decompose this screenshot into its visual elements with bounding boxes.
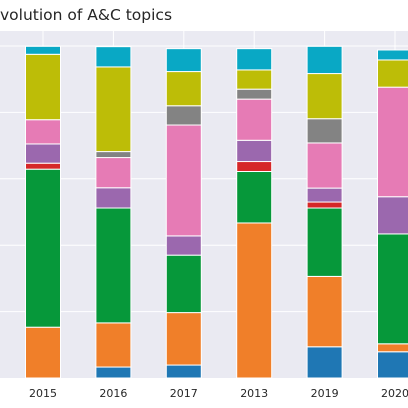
x-tick-label: 2015 [29,387,57,400]
bars [25,45,408,379]
bar-segment-2020-0 [377,351,408,379]
bar-segment-2015-4 [25,143,61,164]
bar-segment-2019-4 [306,187,343,203]
bar-segment-2013-5 [236,98,273,141]
x-tick-label: 2016 [99,387,127,400]
bar-segment-2017-0 [165,364,202,379]
chart-title: volution of A&C topics [0,6,173,24]
bar-segment-2016-0 [95,366,132,379]
bar-segment-2017-7 [165,71,202,107]
bar-segment-2019-6 [306,118,343,144]
bar-segment-2020-1 [377,343,408,353]
x-tick-label: 2020 [381,387,408,400]
bar-segment-2020-4 [377,196,408,235]
bar-segment-2017-8 [165,48,202,73]
bar-segment-2016-5 [95,157,132,189]
x-tick-label: 2013 [240,387,268,400]
bar-segment-2020-8 [377,49,408,61]
bar-segment-2020-5 [377,86,408,198]
bar-segment-2015-8 [25,45,61,55]
bar-segment-2017-6 [165,105,202,126]
bar-segment-2016-8 [95,46,132,68]
bar-segment-2019-2 [306,207,343,277]
bar-segment-2015-2 [25,168,61,328]
bar-segment-2013-6 [236,88,273,100]
bar-segment-2016-7 [95,66,132,153]
bar-segment-2013-7 [236,69,273,90]
bar-segment-2017-4 [165,235,202,256]
bar-segment-2015-1 [25,326,61,379]
bar-segment-2019-7 [306,73,343,120]
x-tick-labels: 2015 2016 2017 2013 2019 2020 [29,387,408,400]
bar-segment-2020-7 [377,59,408,88]
bar-segment-2019-8 [306,45,343,75]
bar-segment-2020-2 [377,233,408,345]
bar-segment-2016-2 [95,207,132,324]
bar-segment-2015-5 [25,119,61,145]
bar-segment-2013-8 [236,48,273,71]
bar-segment-2017-2 [165,254,202,314]
bar-segment-2019-5 [306,142,343,189]
bar-segment-2017-1 [165,312,202,366]
bar-segment-2016-4 [95,187,132,209]
plot-background [0,31,408,378]
bar-segment-2019-3 [306,201,343,209]
bar-segment-2013-2 [236,170,273,224]
bar-segment-2013-4 [236,139,273,163]
bar-segment-2015-3 [25,162,61,170]
x-tick-label: 2019 [311,387,339,400]
bar-segment-2016-1 [95,322,132,368]
bar-segment-2013-1 [236,222,273,379]
bar-segment-2016-6 [95,151,132,159]
bar-segment-2019-1 [306,275,343,348]
bar-segment-2013-3 [236,161,273,172]
bar-segment-2015-7 [25,53,61,121]
bar-segment-2017-5 [165,124,202,237]
x-tick-label: 2017 [170,387,198,400]
bar-segment-2019-0 [306,346,343,379]
